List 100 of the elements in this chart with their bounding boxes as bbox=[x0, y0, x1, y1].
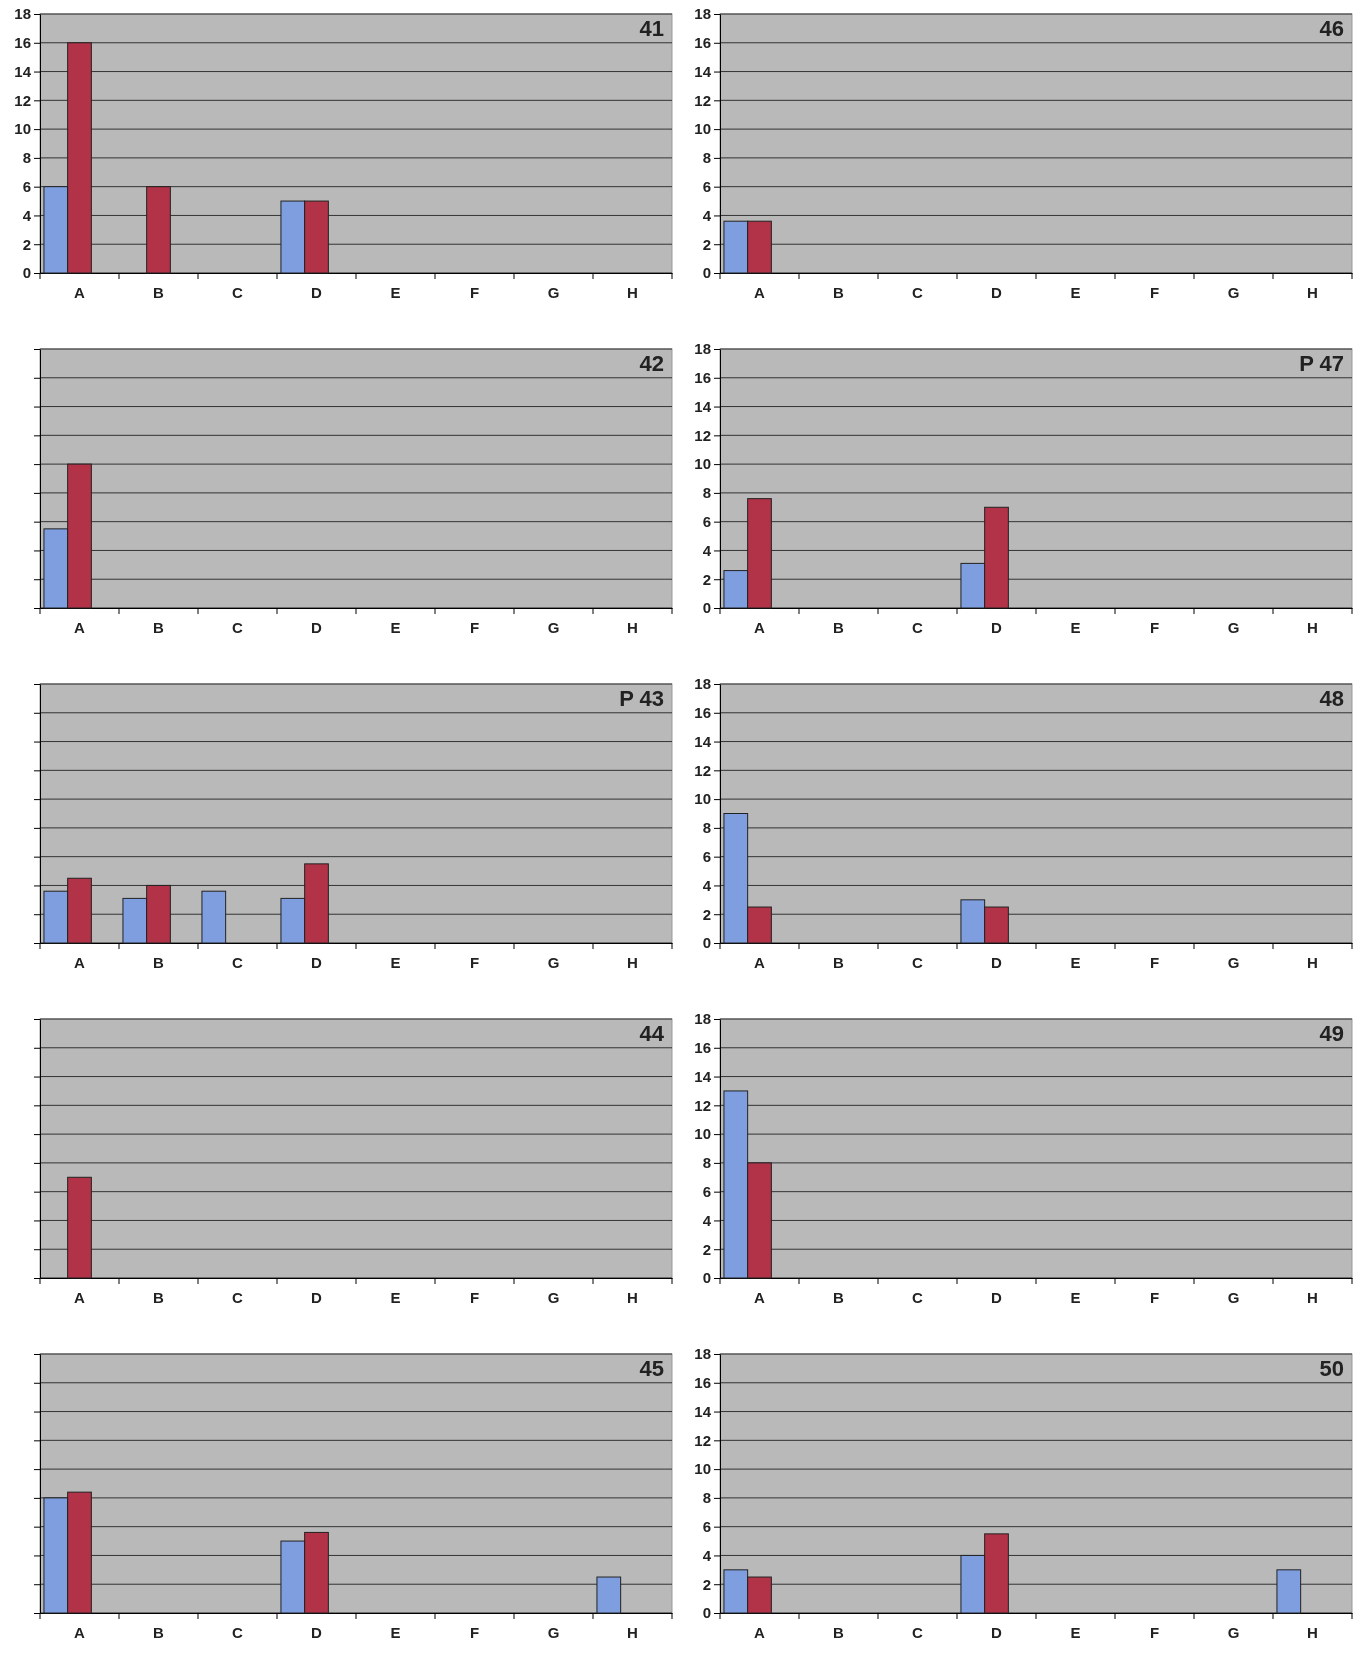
y-tick-label: 8 bbox=[702, 1489, 711, 1507]
x-tick-label: F bbox=[469, 953, 480, 971]
y-tick-label: 4 bbox=[702, 876, 712, 894]
x-tick-label: G bbox=[547, 283, 560, 301]
y-tick-label: 2 bbox=[702, 235, 711, 253]
x-tick-label: A bbox=[74, 283, 86, 301]
x-tick-label: B bbox=[153, 1288, 165, 1306]
y-tick-label: 8 bbox=[22, 149, 31, 167]
x-tick-label: D bbox=[991, 618, 1003, 636]
x-tick-label: B bbox=[833, 953, 845, 971]
x-tick-label: A bbox=[754, 1288, 766, 1306]
y-tick-label: 10 bbox=[694, 455, 711, 473]
x-tick-label: H bbox=[1307, 1288, 1318, 1306]
y-tick-label: 0 bbox=[702, 1269, 711, 1287]
x-tick-label: D bbox=[991, 283, 1003, 301]
x-tick-label: H bbox=[627, 953, 638, 971]
x-tick-label: B bbox=[833, 618, 845, 636]
x-tick-label: F bbox=[469, 1288, 480, 1306]
x-tick-label: C bbox=[232, 618, 244, 636]
y-tick-label: 18 bbox=[694, 340, 711, 358]
y-tick-label: 14 bbox=[694, 1402, 712, 1420]
y-tick-label: 16 bbox=[694, 1039, 711, 1057]
x-tick-label: G bbox=[1227, 1623, 1240, 1641]
x-tick-label: A bbox=[74, 618, 86, 636]
y-tick-label: 6 bbox=[702, 847, 711, 865]
y-tick-label: 8 bbox=[702, 149, 711, 167]
y-tick-label: 14 bbox=[694, 1067, 712, 1085]
chart-title: 42 bbox=[639, 351, 664, 376]
x-tick-label: F bbox=[1149, 283, 1160, 301]
x-tick-label: B bbox=[833, 1288, 845, 1306]
x-tick-label: F bbox=[469, 283, 480, 301]
bar bbox=[201, 890, 227, 944]
bar bbox=[146, 186, 171, 274]
x-tick-label: G bbox=[1227, 618, 1240, 636]
x-tick-label: G bbox=[547, 618, 560, 636]
chart-title: P 43 bbox=[619, 686, 664, 711]
x-tick-label: C bbox=[232, 283, 244, 301]
y-tick-label: 14 bbox=[694, 397, 712, 415]
x-tick-label: B bbox=[833, 1623, 845, 1641]
y-tick-label: 12 bbox=[14, 91, 31, 109]
x-tick-label: A bbox=[754, 618, 766, 636]
y-tick-label: 0 bbox=[22, 264, 31, 282]
x-tick-label: C bbox=[232, 1288, 244, 1306]
y-tick-label: 14 bbox=[694, 62, 712, 80]
y-tick-label: 6 bbox=[22, 177, 31, 195]
x-tick-label: A bbox=[754, 1623, 766, 1641]
x-tick-label: C bbox=[912, 953, 924, 971]
y-tick-label: 0 bbox=[702, 264, 711, 282]
x-tick-label: H bbox=[627, 283, 638, 301]
x-tick-label: A bbox=[754, 953, 766, 971]
y-tick-label: 6 bbox=[702, 512, 711, 530]
x-tick-label: D bbox=[311, 283, 323, 301]
x-tick-label: C bbox=[912, 283, 924, 301]
x-tick-label: E bbox=[390, 283, 401, 301]
x-tick-label: E bbox=[390, 953, 401, 971]
x-tick-label: F bbox=[1149, 618, 1160, 636]
y-tick-label: 4 bbox=[22, 206, 32, 224]
x-tick-label: D bbox=[991, 953, 1003, 971]
chart-title: 41 bbox=[639, 16, 664, 41]
y-tick-label: 16 bbox=[694, 369, 711, 387]
y-tick-label: 4 bbox=[702, 1546, 712, 1564]
x-tick-label: G bbox=[547, 953, 560, 971]
y-tick-label: 12 bbox=[694, 1096, 711, 1114]
y-tick-label: 10 bbox=[694, 1460, 711, 1478]
x-tick-label: C bbox=[912, 1623, 924, 1641]
y-tick-label: 8 bbox=[702, 1154, 711, 1172]
x-tick-label: F bbox=[1149, 953, 1160, 971]
x-tick-label: B bbox=[153, 283, 165, 301]
y-tick-label: 4 bbox=[702, 1211, 712, 1229]
y-tick-label: 18 bbox=[694, 1345, 711, 1363]
y-tick-label: 8 bbox=[702, 484, 711, 502]
x-tick-label: F bbox=[469, 1623, 480, 1641]
y-tick-label: 0 bbox=[702, 934, 711, 952]
x-tick-label: D bbox=[991, 1288, 1003, 1306]
y-tick-label: 18 bbox=[694, 1010, 711, 1028]
x-tick-label: C bbox=[232, 953, 244, 971]
x-tick-label: C bbox=[232, 1623, 244, 1641]
x-tick-label: G bbox=[547, 1623, 560, 1641]
x-tick-label: E bbox=[1070, 283, 1081, 301]
x-tick-label: E bbox=[1070, 618, 1081, 636]
y-tick-label: 16 bbox=[694, 34, 711, 52]
y-tick-label: 12 bbox=[694, 91, 711, 109]
y-tick-label: 2 bbox=[702, 1240, 711, 1258]
y-tick-label: 16 bbox=[14, 34, 31, 52]
y-tick-label: 18 bbox=[14, 5, 31, 23]
x-tick-label: E bbox=[390, 618, 401, 636]
x-tick-label: D bbox=[311, 618, 323, 636]
x-tick-label: C bbox=[912, 618, 924, 636]
x-tick-label: H bbox=[627, 618, 638, 636]
y-tick-label: 4 bbox=[702, 206, 712, 224]
y-tick-label: 18 bbox=[694, 675, 711, 693]
y-tick-label: 2 bbox=[702, 570, 711, 588]
x-tick-label: F bbox=[1149, 1623, 1160, 1641]
y-tick-label: 10 bbox=[694, 120, 711, 138]
x-tick-label: D bbox=[311, 953, 323, 971]
x-tick-label: H bbox=[1307, 618, 1318, 636]
x-tick-label: A bbox=[74, 1623, 86, 1641]
y-tick-label: 16 bbox=[694, 1374, 711, 1392]
bar bbox=[596, 1576, 622, 1614]
chart-title: 45 bbox=[639, 1356, 664, 1381]
